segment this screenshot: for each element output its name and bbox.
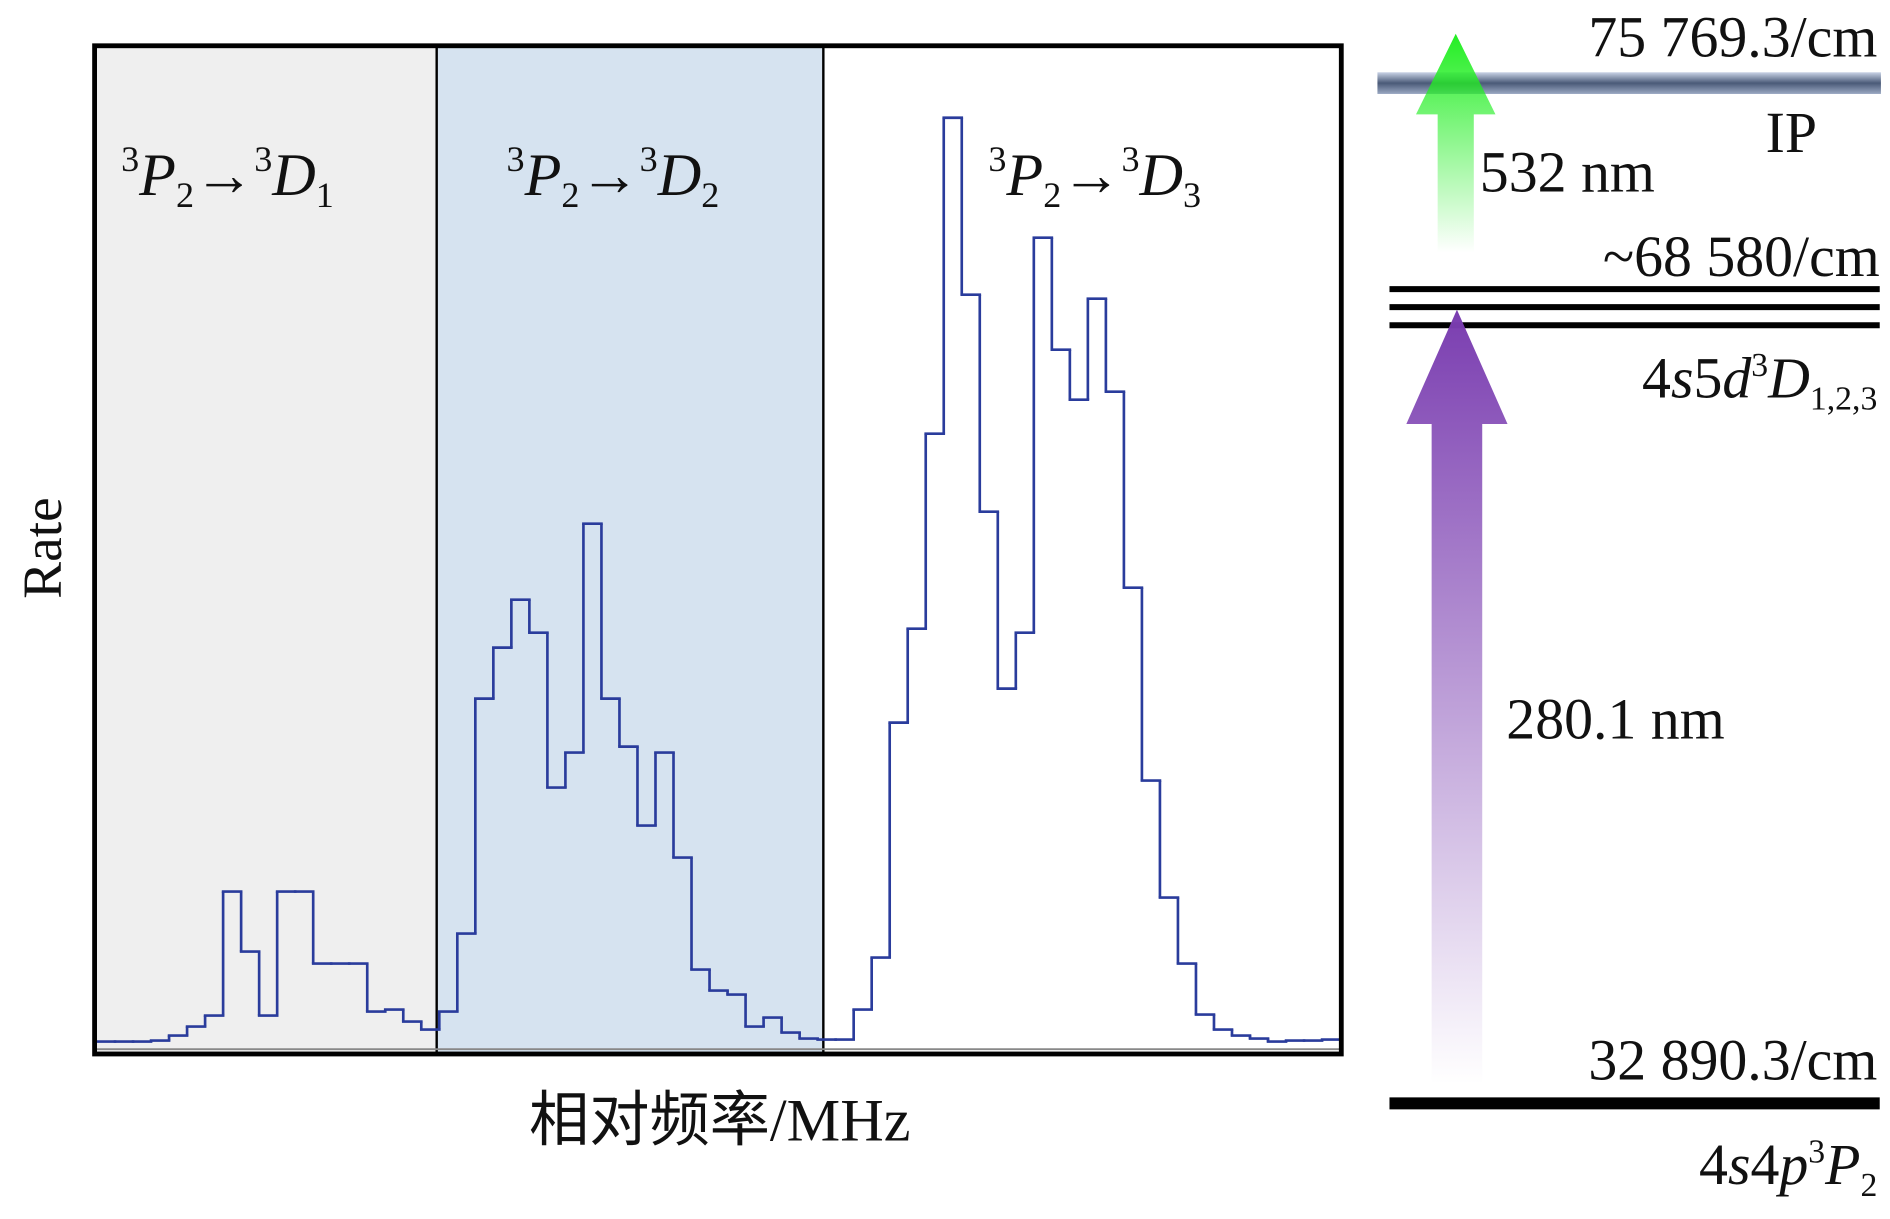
- y-axis-label: Rate: [12, 497, 73, 599]
- state-part: p: [1775, 1132, 1808, 1197]
- label-part: 3: [640, 139, 658, 179]
- label-part: 1: [316, 175, 334, 215]
- state-part: s: [1671, 345, 1694, 410]
- label-part: 3: [121, 139, 139, 179]
- region-label: 3P2→3D2: [507, 139, 720, 215]
- region-label: 3P2→3D1: [121, 139, 334, 215]
- state-part: 3: [1751, 347, 1768, 384]
- label-part: 3: [254, 139, 272, 179]
- ip-energy: 75 769.3/cm: [1588, 5, 1877, 70]
- state-part: 3: [1808, 1133, 1825, 1170]
- region-label: 3P2→3D3: [988, 139, 1201, 215]
- x-axis-label: 相对频率/MHz: [529, 1088, 910, 1155]
- laser-label: 280.1 nm: [1506, 686, 1724, 751]
- state-part: 4: [1642, 345, 1671, 410]
- region: [823, 45, 1342, 1054]
- label-part: →: [1061, 142, 1121, 209]
- state-part: 1,2,3: [1810, 381, 1877, 418]
- label-part: 3: [1183, 175, 1201, 215]
- laser-label: 532 nm: [1480, 140, 1655, 205]
- upper-state: 4s5d3D1,2,3: [1642, 345, 1877, 417]
- label-part: P: [524, 142, 562, 209]
- upper-energy: ~68 580/cm: [1603, 224, 1880, 289]
- histogram: [95, 116, 1342, 1043]
- label-part: D: [657, 142, 702, 209]
- label-part: →: [194, 142, 254, 209]
- ground-energy: 32 890.3/cm: [1588, 1027, 1877, 1092]
- label-part: 3: [507, 139, 525, 179]
- label-part: 3: [988, 139, 1006, 179]
- state-part: d: [1722, 345, 1752, 410]
- ip-name: IP: [1766, 100, 1817, 165]
- region: [94, 45, 437, 1054]
- label-part: 2: [561, 175, 579, 215]
- state-part: P: [1824, 1132, 1860, 1197]
- label-part: 2: [1043, 175, 1061, 215]
- label-part: 3: [1122, 139, 1140, 179]
- state-part: 4: [1699, 1132, 1728, 1197]
- purple-arrow: [1406, 309, 1508, 1085]
- state-part: D: [1767, 345, 1810, 410]
- plot-frame: [92, 43, 1344, 1057]
- label-part: P: [138, 142, 176, 209]
- state-part: 2: [1860, 1167, 1877, 1204]
- label-part: →: [579, 142, 639, 209]
- state-part: 5: [1693, 345, 1722, 410]
- label-part: P: [1005, 142, 1043, 209]
- label-part: D: [1139, 142, 1184, 209]
- state-part: s: [1728, 1132, 1751, 1197]
- step-risers: [149, 117, 1324, 1042]
- region: [436, 45, 824, 1054]
- state-part: 4: [1750, 1132, 1779, 1197]
- label-part: 2: [701, 175, 719, 215]
- ground-state: 4s4p3P2: [1699, 1132, 1877, 1204]
- label-part: D: [271, 142, 315, 209]
- ip-level: [1377, 72, 1881, 94]
- green-arrow: [1415, 33, 1496, 253]
- label-part: 2: [176, 175, 194, 215]
